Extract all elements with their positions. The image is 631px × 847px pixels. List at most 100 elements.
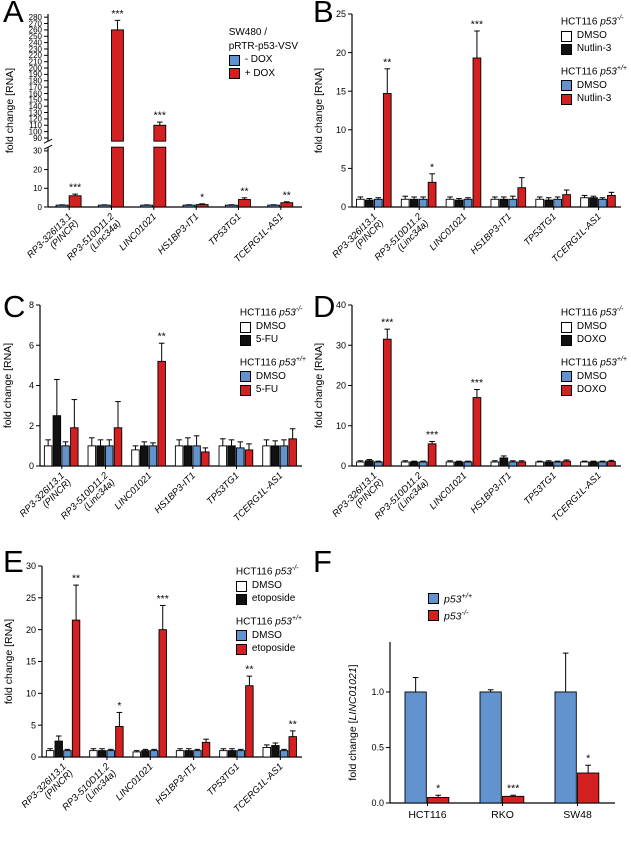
legend-spacer [240, 348, 306, 355]
legend-C: HCT116 p53-/- DMSO 5-FU HCT116 p53+/+ DMSO 5-… [239, 305, 306, 398]
legend-entry: - DOX [228, 54, 298, 67]
bar [544, 461, 554, 467]
bar [68, 195, 82, 208]
panel-letter-A: A [3, 0, 24, 29]
x-category-label: TP53TG1 [205, 761, 242, 798]
x-category-label: RKO [491, 809, 514, 821]
y-tick-label: 1.0 [371, 687, 384, 697]
legend-label: HCT116 p53+/+ [560, 64, 627, 78]
bar [227, 445, 236, 467]
significance-stars: * [117, 700, 121, 712]
legend-label: DMSO [251, 579, 282, 591]
y-tick-label: 100 [29, 127, 43, 136]
bar [427, 181, 437, 208]
panel-E: E 0 5 10 15 20 25 30 fold change [RNA] ** * *** ** *… [0, 544, 310, 847]
panel-letter-F: F [313, 544, 332, 579]
y-tick-label: 10 [336, 421, 346, 431]
legend-label: 5-FU [255, 384, 279, 396]
legend-spacer [561, 57, 627, 64]
legend-label: HCT116 p53-/- [560, 15, 624, 28]
y-tick-label: 10 [336, 125, 346, 135]
legend-label: DMSO [255, 320, 286, 332]
legend-entry: etoposide [235, 643, 302, 656]
bar [149, 750, 159, 758]
legend-entry: 5-FU [239, 334, 306, 347]
x-category-label: TP53TG1 [522, 470, 559, 507]
bar [97, 204, 111, 208]
y-tick-label: 0.5 [371, 743, 384, 753]
legend-swatch [560, 371, 572, 383]
significance-stars: ** [383, 56, 391, 68]
panel-letter-C: C [3, 289, 26, 324]
panel-letter-E: E [3, 544, 24, 579]
legend-label: DMSO [251, 629, 282, 641]
legend-header: HCT116 p53+/+ [240, 356, 306, 370]
significance-stars: * [586, 753, 590, 765]
bar [490, 461, 500, 467]
legend-F: p53+/+ p53-/- [428, 590, 472, 624]
bar [201, 741, 211, 758]
legend-entry: DMSO [560, 371, 627, 384]
significance-stars: ** [245, 664, 253, 676]
legend-swatch [235, 594, 247, 606]
bar [70, 427, 79, 467]
legend-entry: Nutlin-3 [560, 43, 627, 56]
legend-entry: Nutlin-3 [560, 93, 627, 106]
legend-label: DMSO [255, 370, 286, 382]
legend-swatch [428, 593, 439, 605]
bar [141, 750, 150, 758]
y-tick-label: 20 [336, 48, 346, 58]
y-tick-label: 140 [29, 102, 43, 111]
legend-swatch [560, 335, 572, 347]
y-tick-label: 210 [29, 57, 43, 66]
legend-swatch [235, 580, 247, 592]
bar [236, 750, 245, 758]
y-tick-label: 2 [29, 421, 34, 431]
chart-A: 0102030901001101201301401501601701801902… [4, 8, 302, 265]
significance-stars: ** [240, 185, 248, 197]
y-tick-label: 30 [26, 561, 36, 571]
bar [280, 202, 294, 208]
bar [365, 460, 374, 467]
legend-E: HCT116 p53-/- DMSO etoposide HCT116 p53+/+ D… [235, 564, 302, 657]
bar [174, 445, 184, 467]
x-category-label: RP3-510D11.2(Linc34a) [373, 211, 432, 270]
bar [106, 750, 115, 758]
y-tick-label: 220 [29, 51, 43, 60]
bar [193, 750, 202, 758]
legend-label: DOXO [576, 384, 607, 396]
x-category-label: TP53TG1 [205, 470, 242, 507]
bar [153, 124, 167, 142]
legend-label: etoposide [251, 593, 296, 605]
legend-label: p53+/+ [444, 591, 473, 606]
bar [111, 146, 124, 208]
y-tick-label: 0 [38, 203, 43, 212]
bar [262, 445, 271, 467]
legend-label: DMSO [576, 79, 607, 91]
significance-stars: ** [158, 331, 166, 343]
x-category-label: HS1BP3-IT1 [152, 470, 197, 515]
bar [52, 415, 62, 467]
y-tick-label: 130 [29, 108, 43, 117]
bar [535, 461, 545, 467]
legend-swatch [239, 321, 251, 333]
y-tick-label: 40 [336, 300, 346, 310]
legend-entry: DOXO [560, 384, 627, 397]
legend-swatch [228, 54, 240, 66]
x-category-label: RP3-510D11.2(Linc34a) [373, 470, 432, 529]
bar [373, 198, 383, 208]
bar [454, 199, 464, 208]
legend-swatch [228, 68, 240, 80]
x-category-label: HS1BP3-IT1 [469, 211, 514, 256]
legend-label: pRTR-p53-VSV [228, 40, 298, 52]
bar [157, 360, 166, 467]
bar [97, 750, 107, 758]
legend-label: Nutlin-3 [576, 43, 612, 55]
bar [131, 449, 140, 467]
bar [589, 197, 598, 208]
bar [55, 204, 69, 208]
bar [356, 461, 365, 467]
legend-entry: p53+/+ [428, 591, 472, 607]
significance-stars: * [436, 783, 440, 795]
